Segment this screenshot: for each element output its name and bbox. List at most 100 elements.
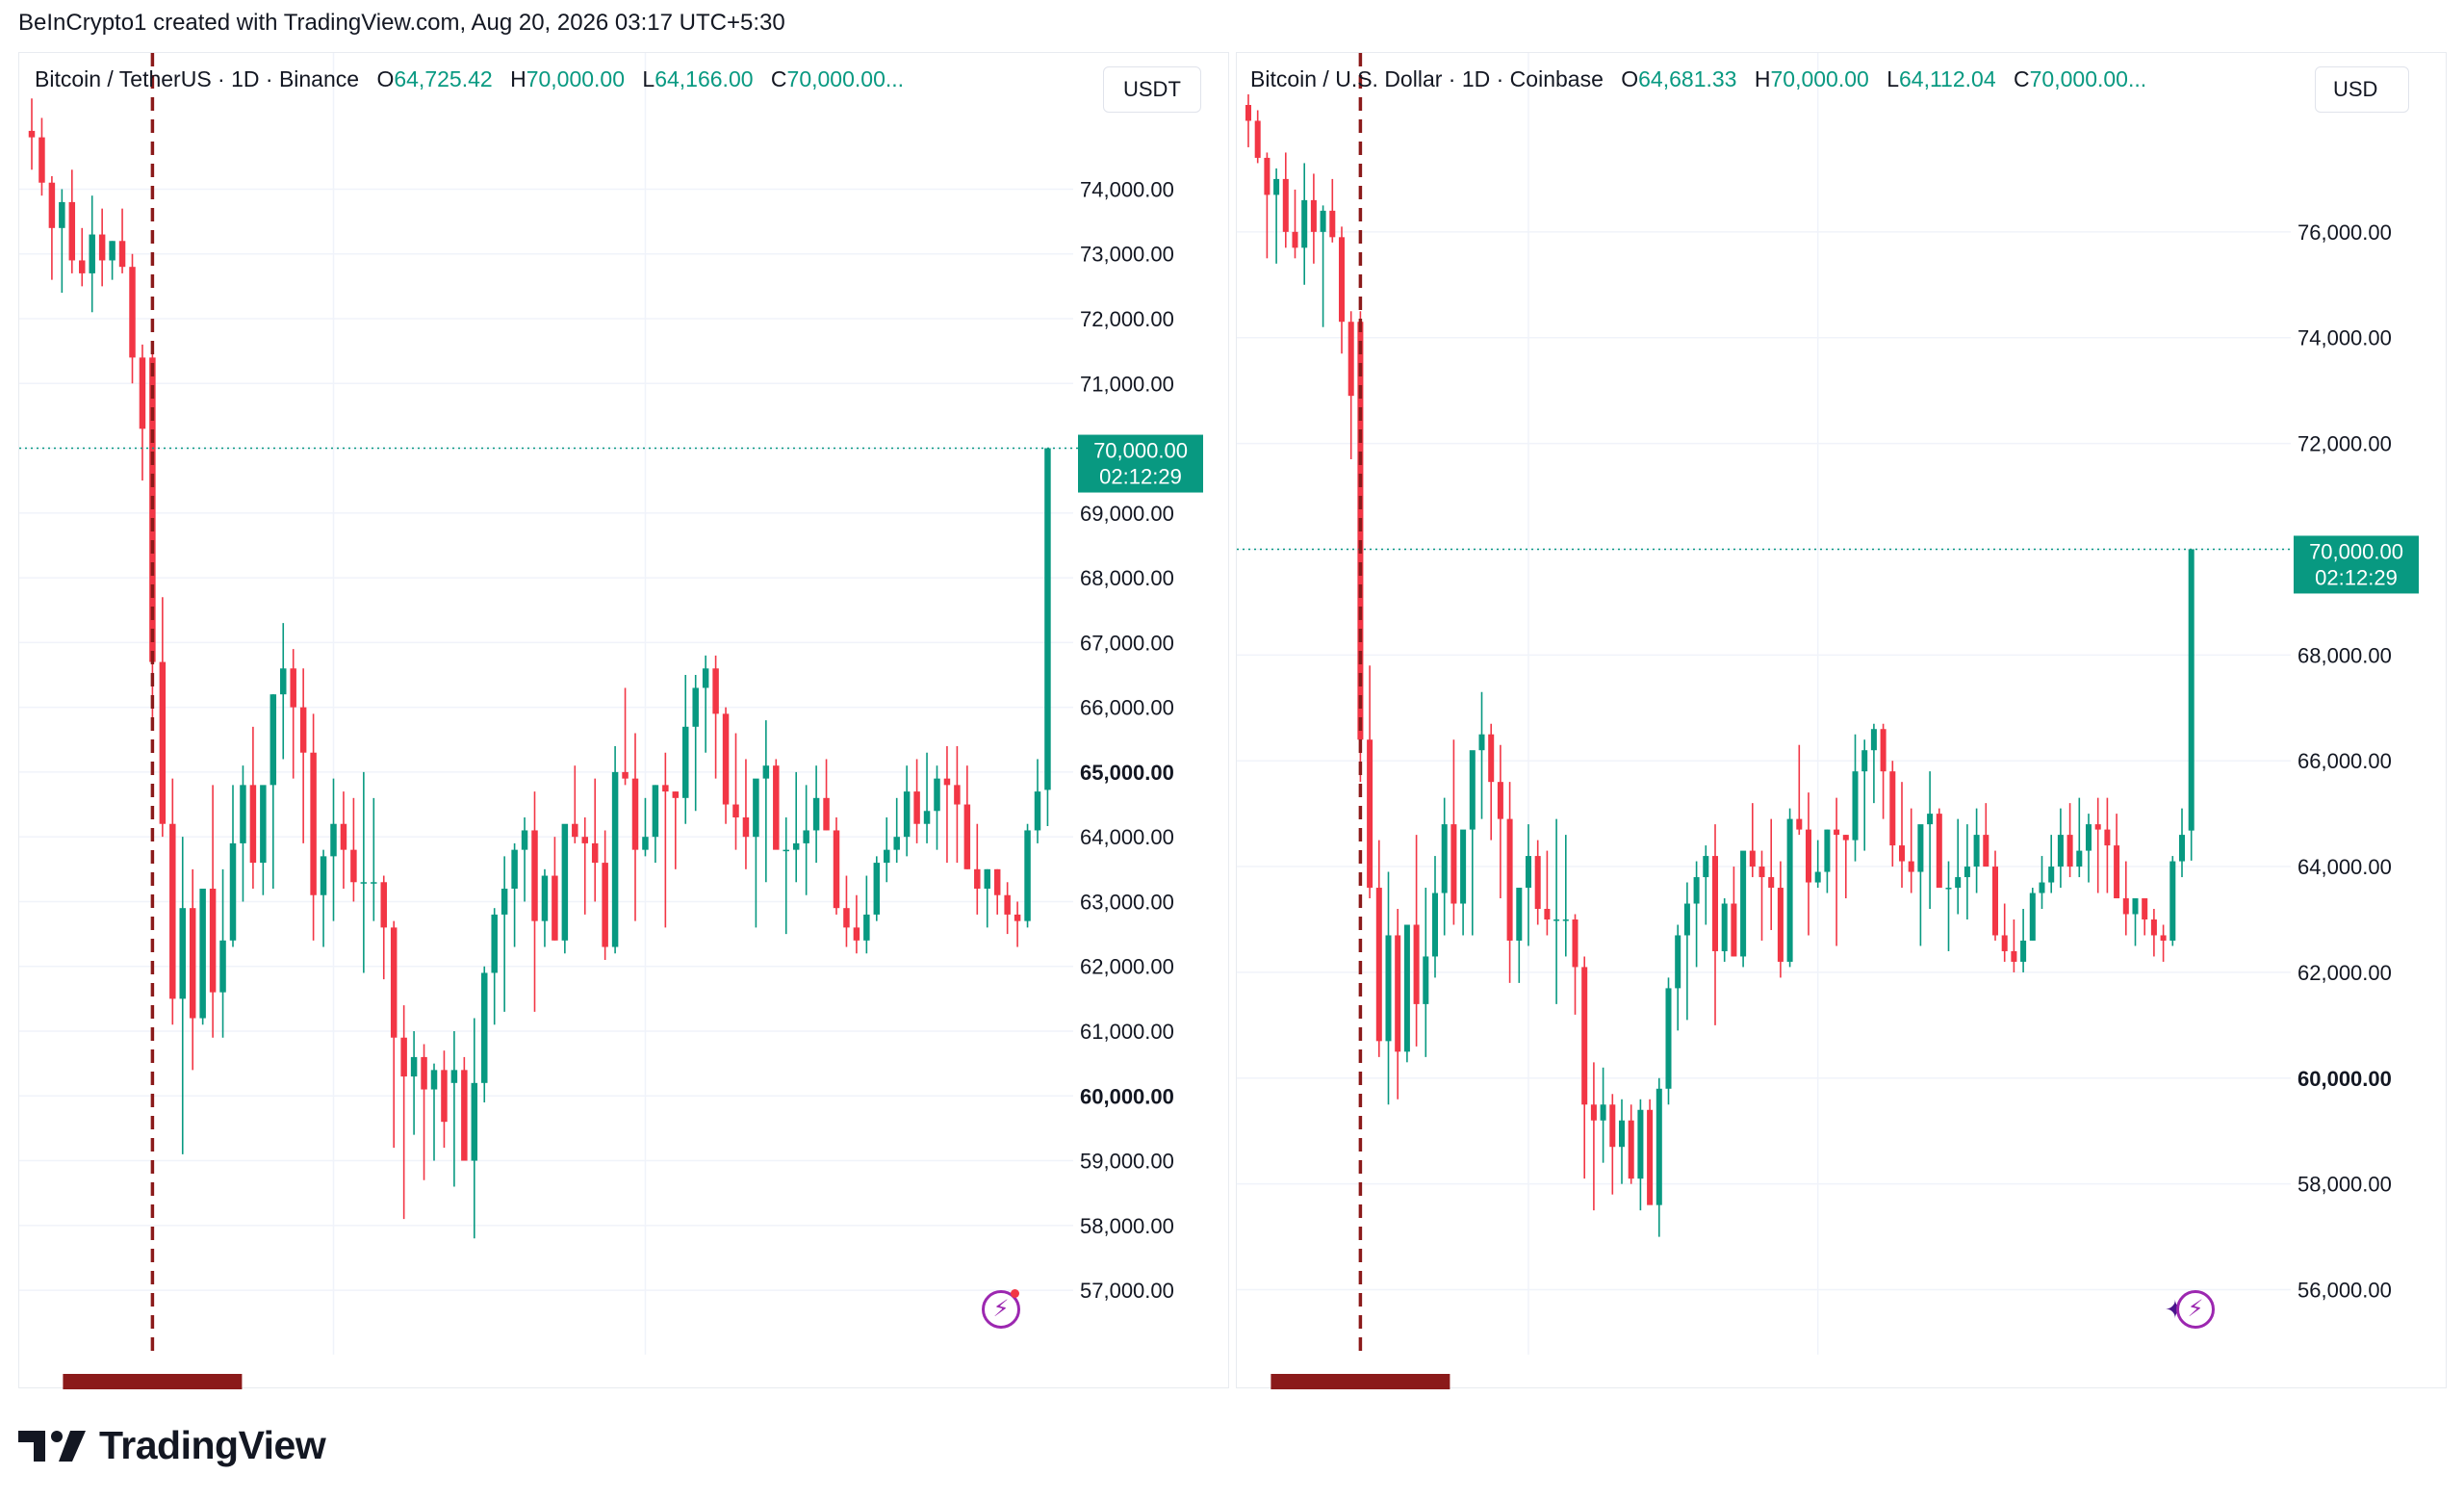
candle [491, 914, 498, 973]
candle [1991, 867, 1999, 936]
candle [1834, 829, 1840, 836]
candle [1703, 856, 1709, 878]
candle [833, 830, 840, 909]
candle [853, 927, 860, 941]
candle [2011, 950, 2017, 962]
candle [260, 785, 267, 864]
candle [1683, 903, 1690, 936]
candle [149, 357, 156, 662]
candlestick-chart-binance[interactable]: 57,000.00 58,000.00 59,000.00 60,000.00 61,0… [19, 53, 1230, 1389]
candle [410, 1056, 418, 1077]
candle [2150, 919, 2157, 936]
currency-selector[interactable]: USD [2315, 66, 2410, 113]
candle [1320, 210, 1326, 232]
close-value: 70,000.00... [2029, 66, 2147, 91]
candle [923, 811, 931, 824]
candle [360, 882, 368, 884]
chart-panel-binance[interactable]: 57,000.00 58,000.00 59,000.00 60,000.00 61,0… [18, 52, 1230, 1389]
chart-panel-coinbase[interactable]: 56,000.00 58,000.00 60,000.00 62,000.00 64,0… [1236, 52, 2448, 1389]
candle [2160, 935, 2167, 941]
candle [823, 797, 830, 831]
candle [2020, 940, 2027, 962]
candle [1628, 1120, 1634, 1179]
candle [803, 830, 809, 843]
candle [179, 908, 186, 999]
candle [783, 849, 789, 852]
candle [1693, 877, 1700, 904]
candle [38, 137, 45, 183]
candle [1264, 157, 1270, 195]
candle [1329, 210, 1336, 238]
candle [552, 875, 558, 941]
candle [1034, 791, 1041, 831]
candle [2122, 898, 2129, 915]
candle [1441, 824, 1448, 893]
candle [1301, 199, 1308, 248]
candle [1348, 322, 1354, 397]
candle [792, 842, 800, 850]
tradingview-logo[interactable]: TradingView [18, 1423, 326, 1468]
candle [1572, 919, 1578, 968]
y-tick-label: 56,000.00 [2297, 1279, 2392, 1303]
candle [2066, 835, 2073, 867]
candle [48, 182, 56, 228]
candle [1014, 914, 1021, 921]
lightning-icon[interactable]: ⚡ [2176, 1290, 2215, 1329]
candle [2169, 861, 2176, 941]
candle [299, 707, 307, 753]
candle [1908, 861, 1914, 872]
y-tick-label: 74,000.00 [1080, 177, 1174, 201]
candlestick-chart-coinbase[interactable]: 56,000.00 58,000.00 60,000.00 62,000.00 64,0… [1237, 53, 2448, 1389]
candle [118, 241, 126, 268]
candle [1665, 988, 1672, 1089]
y-tick-label: 68,000.00 [2297, 643, 2392, 667]
candle [1431, 893, 1439, 957]
candle [89, 234, 95, 273]
candle [1973, 835, 1980, 867]
x-tick-label: Aug [1796, 1386, 1839, 1389]
candle [79, 260, 86, 273]
candle [290, 668, 296, 708]
candle [1395, 935, 1401, 1052]
candle [812, 797, 820, 831]
candle [1983, 835, 1989, 867]
event-label-bg [1270, 1374, 1450, 1389]
y-tick-label: 66,000.00 [1080, 696, 1174, 720]
candle [642, 837, 649, 850]
candle [1917, 824, 1924, 872]
candle [1413, 924, 1420, 1004]
candle [702, 668, 709, 688]
y-tick-label: 58,000.00 [2297, 1173, 2392, 1197]
event-label: Tue 02 Jun '26 [1288, 1385, 1433, 1389]
candle [500, 889, 508, 915]
candle [199, 889, 206, 1019]
y-tick-label: 60,000.00 [2297, 1067, 2392, 1091]
high-value: 70,000.00 [1770, 66, 1869, 91]
candle [1964, 867, 1970, 878]
currency-selector[interactable]: USDT [1103, 66, 1201, 113]
candle [59, 201, 65, 228]
candle [400, 1037, 407, 1077]
x-tick-label: Jul [1512, 1386, 1544, 1389]
candle [1004, 894, 1011, 915]
candle [280, 668, 287, 695]
candle [1403, 924, 1410, 1052]
price-tag-bg [2294, 535, 2419, 594]
chart-header: BeInCrypto1 created with TradingView.com… [18, 10, 785, 36]
candle [1375, 888, 1382, 1042]
y-tick-label: 62,000.00 [2297, 961, 2392, 985]
candle [1450, 824, 1457, 904]
candle [1024, 830, 1031, 921]
candle [843, 908, 850, 928]
candle [903, 791, 911, 838]
candle [963, 804, 971, 869]
close-value: 70,000.00... [786, 66, 905, 91]
candle [1889, 771, 1896, 846]
symbol-name[interactable]: Bitcoin / U.S. Dollar · 1D · Coinbase [1250, 66, 1604, 91]
candle [1898, 845, 1906, 862]
symbol-name[interactable]: Bitcoin / TetherUS · 1D · Binance [35, 66, 360, 91]
candle [1310, 199, 1317, 232]
price-tag-price: 70,000.00 [1093, 439, 1188, 463]
low-value: 64,166.00 [654, 66, 754, 91]
y-tick-label: 57,000.00 [1080, 1279, 1174, 1303]
